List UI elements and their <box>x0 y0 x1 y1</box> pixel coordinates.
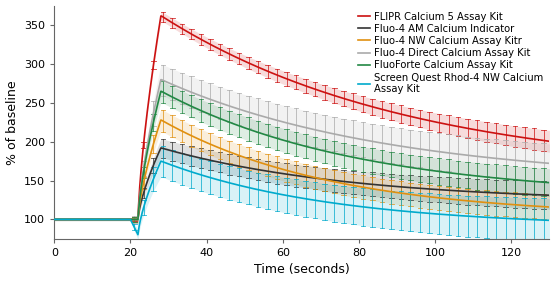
Screen Quest Rhod-4 NW Calcium
Assay Kit <box>81 218 88 221</box>
Fluo-4 NW Calcium Assay Kitr <box>339 182 346 185</box>
Legend: FLIPR Calcium 5 Assay Kit, Fluo-4 AM Calcium Indicator, Fluo-4 NW Calcium Assay : FLIPR Calcium 5 Assay Kit, Fluo-4 AM Cal… <box>355 8 547 97</box>
FluoForte Calcium Assay Kit <box>367 159 374 162</box>
Fluo-4 Direct Calcium Assay Kit <box>81 218 88 221</box>
FLIPR Calcium 5 Assay Kit <box>81 218 88 221</box>
Fluo-4 Direct Calcium Assay Kit <box>546 162 553 165</box>
Screen Quest Rhod-4 NW Calcium
Assay Kit <box>340 203 346 206</box>
Fluo-4 AM Calcium Indicator <box>352 181 359 184</box>
FluoForte Calcium Assay Kit <box>339 153 346 157</box>
FLIPR Calcium 5 Assay Kit <box>352 100 359 104</box>
Fluo-4 NW Calcium Assay Kitr <box>478 201 485 204</box>
FluoForte Calcium Assay Kit <box>546 181 553 184</box>
FLIPR Calcium 5 Assay Kit <box>158 14 164 18</box>
FLIPR Calcium 5 Assay Kit <box>478 129 485 133</box>
Screen Quest Rhod-4 NW Calcium
Assay Kit <box>158 160 164 163</box>
Fluo-4 AM Calcium Indicator <box>81 218 88 221</box>
FluoForte Calcium Assay Kit <box>478 175 485 178</box>
Fluo-4 NW Calcium Assay Kitr <box>51 218 58 221</box>
FLIPR Calcium 5 Assay Kit <box>427 119 434 123</box>
Fluo-4 AM Calcium Indicator <box>51 218 58 221</box>
FLIPR Calcium 5 Assay Kit <box>339 96 346 100</box>
FluoForte Calcium Assay Kit <box>352 156 359 159</box>
FluoForte Calcium Assay Kit <box>158 90 164 93</box>
Line: Fluo-4 NW Calcium Assay Kitr: Fluo-4 NW Calcium Assay Kitr <box>54 120 549 219</box>
Fluo-4 AM Calcium Indicator <box>478 191 485 194</box>
Fluo-4 NW Calcium Assay Kitr <box>81 218 88 221</box>
Fluo-4 AM Calcium Indicator <box>427 188 434 191</box>
Fluo-4 AM Calcium Indicator <box>546 193 553 197</box>
Fluo-4 Direct Calcium Assay Kit <box>478 155 485 158</box>
Screen Quest Rhod-4 NW Calcium
Assay Kit <box>135 233 142 236</box>
Fluo-4 Direct Calcium Assay Kit <box>367 139 374 143</box>
Line: Fluo-4 Direct Calcium Assay Kit: Fluo-4 Direct Calcium Assay Kit <box>54 80 549 219</box>
Line: Fluo-4 AM Calcium Indicator: Fluo-4 AM Calcium Indicator <box>54 148 549 219</box>
Fluo-4 Direct Calcium Assay Kit <box>427 149 434 152</box>
Screen Quest Rhod-4 NW Calcium
Assay Kit <box>51 218 58 221</box>
X-axis label: Time (seconds): Time (seconds) <box>254 263 350 276</box>
Y-axis label: % of baseline: % of baseline <box>6 80 18 164</box>
FluoForte Calcium Assay Kit <box>51 218 58 221</box>
Fluo-4 NW Calcium Assay Kitr <box>158 118 164 122</box>
Fluo-4 NW Calcium Assay Kitr <box>546 205 553 209</box>
Screen Quest Rhod-4 NW Calcium
Assay Kit <box>546 219 553 222</box>
Fluo-4 NW Calcium Assay Kitr <box>367 187 374 190</box>
Fluo-4 NW Calcium Assay Kitr <box>427 195 434 199</box>
Line: FLIPR Calcium 5 Assay Kit: FLIPR Calcium 5 Assay Kit <box>54 16 549 219</box>
Line: FluoForte Calcium Assay Kit: FluoForte Calcium Assay Kit <box>54 91 549 219</box>
Fluo-4 Direct Calcium Assay Kit <box>51 218 58 221</box>
Fluo-4 Direct Calcium Assay Kit <box>158 78 164 81</box>
Screen Quest Rhod-4 NW Calcium
Assay Kit <box>478 215 485 219</box>
Fluo-4 AM Calcium Indicator <box>339 180 346 183</box>
Fluo-4 Direct Calcium Assay Kit <box>339 134 346 137</box>
Fluo-4 Direct Calcium Assay Kit <box>352 136 359 140</box>
Screen Quest Rhod-4 NW Calcium
Assay Kit <box>428 212 435 215</box>
Screen Quest Rhod-4 NW Calcium
Assay Kit <box>367 206 374 210</box>
Fluo-4 AM Calcium Indicator <box>367 182 374 186</box>
Screen Quest Rhod-4 NW Calcium
Assay Kit <box>353 204 360 208</box>
FluoForte Calcium Assay Kit <box>427 169 434 172</box>
FLIPR Calcium 5 Assay Kit <box>51 218 58 221</box>
Line: Screen Quest Rhod-4 NW Calcium
Assay Kit: Screen Quest Rhod-4 NW Calcium Assay Kit <box>54 161 549 235</box>
FLIPR Calcium 5 Assay Kit <box>546 140 553 143</box>
FluoForte Calcium Assay Kit <box>81 218 88 221</box>
FLIPR Calcium 5 Assay Kit <box>367 105 374 108</box>
Fluo-4 NW Calcium Assay Kitr <box>352 184 359 188</box>
Fluo-4 AM Calcium Indicator <box>158 146 164 150</box>
